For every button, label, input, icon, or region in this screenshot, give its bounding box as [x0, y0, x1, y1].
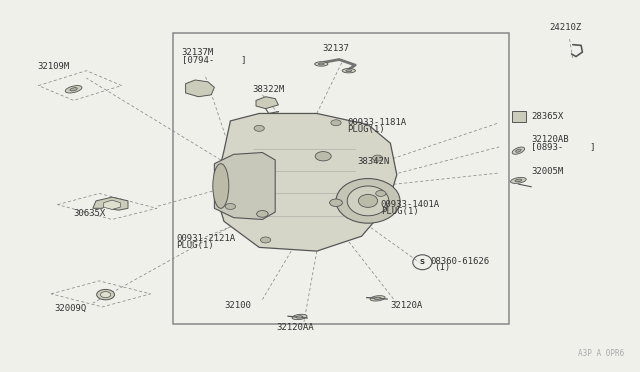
Ellipse shape [260, 237, 271, 243]
Bar [173, 33, 509, 324]
Ellipse shape [331, 120, 341, 126]
Polygon shape [214, 113, 397, 251]
Ellipse shape [296, 316, 303, 318]
Text: PLUG(1): PLUG(1) [348, 125, 385, 134]
Ellipse shape [511, 177, 526, 183]
Text: 08360-61626: 08360-61626 [430, 257, 489, 266]
Ellipse shape [212, 164, 229, 208]
Text: 32009Q: 32009Q [54, 304, 86, 313]
Ellipse shape [376, 190, 386, 196]
Text: (1): (1) [434, 263, 450, 272]
Text: 32005M: 32005M [531, 167, 563, 176]
Text: 28365X: 28365X [531, 112, 563, 121]
Ellipse shape [372, 155, 383, 161]
Text: 00933-1181A: 00933-1181A [348, 118, 406, 127]
Polygon shape [256, 97, 278, 109]
Ellipse shape [254, 125, 264, 131]
Text: 32109M: 32109M [37, 62, 69, 71]
Text: 24210Z: 24210Z [549, 23, 581, 32]
Ellipse shape [336, 179, 400, 223]
Text: 32120AB: 32120AB [531, 135, 569, 144]
Text: 30635X: 30635X [74, 209, 106, 218]
Ellipse shape [315, 152, 332, 161]
Ellipse shape [100, 292, 111, 298]
Ellipse shape [65, 86, 82, 93]
Ellipse shape [342, 68, 355, 73]
Polygon shape [186, 80, 214, 97]
Text: 38322M: 38322M [253, 85, 285, 94]
Ellipse shape [315, 62, 328, 66]
Text: PLUG(1): PLUG(1) [381, 207, 419, 216]
Ellipse shape [97, 289, 115, 300]
Ellipse shape [347, 186, 389, 216]
Ellipse shape [225, 203, 236, 209]
Ellipse shape [257, 211, 268, 217]
Text: 32137: 32137 [323, 44, 349, 53]
Text: 32100: 32100 [224, 301, 251, 310]
Ellipse shape [374, 297, 381, 299]
Text: 32120A: 32120A [390, 301, 422, 310]
Ellipse shape [70, 88, 77, 91]
Ellipse shape [516, 149, 521, 152]
Text: A3P A 0PR6: A3P A 0PR6 [578, 349, 624, 358]
Text: S: S [420, 259, 425, 265]
Text: 00933-1401A: 00933-1401A [381, 200, 440, 209]
Text: 38342N: 38342N [357, 157, 389, 166]
Text: 00931-2121A: 00931-2121A [176, 234, 235, 243]
Ellipse shape [292, 314, 307, 320]
Text: PLUG(1): PLUG(1) [176, 241, 214, 250]
Ellipse shape [346, 70, 352, 72]
Ellipse shape [318, 63, 324, 65]
Text: 32120AA: 32120AA [276, 323, 314, 332]
Polygon shape [214, 153, 275, 219]
Ellipse shape [512, 147, 525, 154]
Polygon shape [93, 197, 128, 210]
Text: [0893-     ]: [0893- ] [531, 142, 596, 151]
Polygon shape [104, 200, 120, 209]
Text: 32137M: 32137M [182, 48, 214, 57]
Ellipse shape [330, 199, 342, 206]
Bar [512, 111, 526, 122]
Ellipse shape [358, 195, 378, 208]
Text: [0794-     ]: [0794- ] [182, 55, 246, 64]
Ellipse shape [515, 179, 522, 182]
Ellipse shape [370, 296, 385, 301]
